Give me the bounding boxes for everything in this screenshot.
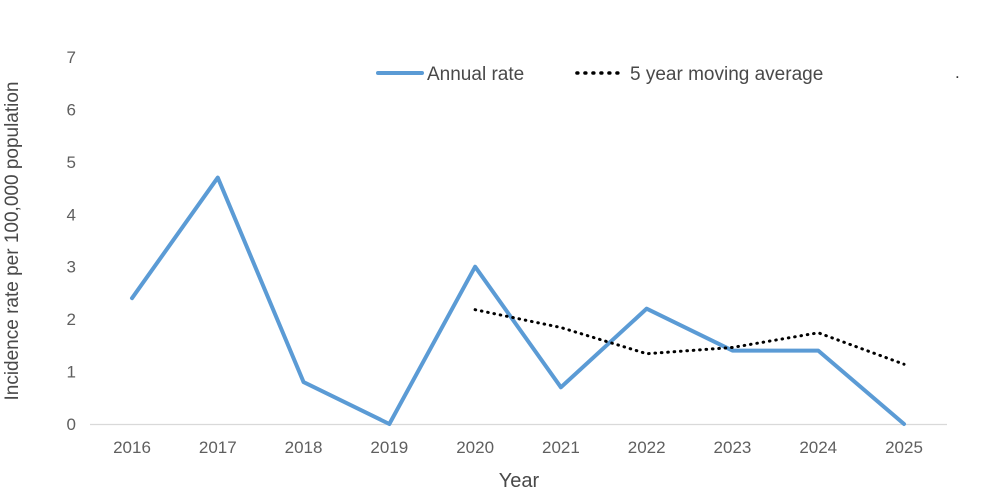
- series-line-5-year-moving-average[interactable]: [473, 308, 906, 366]
- y-tick-label: 5: [67, 153, 76, 172]
- x-tick-label: 2024: [799, 438, 837, 457]
- x-tick-label: 2025: [885, 438, 923, 457]
- y-axis-tick-labels: 0 1 2 3 4 5 6 7: [67, 48, 76, 434]
- x-axis-tick-labels: 2016 2017 2018 2019 2020 2021 2022 2023 2024 2025: [113, 438, 923, 457]
- legend-moving-average-label[interactable]: 5 year moving average: [630, 64, 823, 85]
- y-tick-label: 6: [67, 100, 76, 119]
- y-tick-label: 7: [67, 48, 76, 67]
- y-tick-label: 4: [67, 205, 76, 224]
- x-tick-label: 2018: [285, 438, 323, 457]
- series-line-annual-rate[interactable]: [130, 175, 907, 426]
- legend-annual-rate-label[interactable]: Annual rate: [427, 64, 524, 85]
- x-tick-label: 2023: [714, 438, 752, 457]
- x-tick-label: 2019: [370, 438, 408, 457]
- y-axis-title: Incidence rate per 100,000 population: [2, 81, 23, 400]
- y-tick-label: 0: [67, 415, 76, 434]
- x-tick-label: 2017: [199, 438, 237, 457]
- x-tick-label: 2016: [113, 438, 151, 457]
- x-tick-label: 2021: [542, 438, 580, 457]
- y-tick-label: 1: [67, 363, 76, 382]
- y-tick-label: 2: [67, 310, 76, 329]
- x-tick-label: 2020: [456, 438, 494, 457]
- x-axis-title: Year: [499, 470, 540, 492]
- chart-series: [130, 175, 907, 426]
- x-tick-label: 2022: [628, 438, 666, 457]
- stray-period-mark: .: [955, 63, 960, 82]
- y-tick-label: 3: [67, 258, 76, 277]
- legend: Annual rate 5 year moving average .: [376, 63, 960, 85]
